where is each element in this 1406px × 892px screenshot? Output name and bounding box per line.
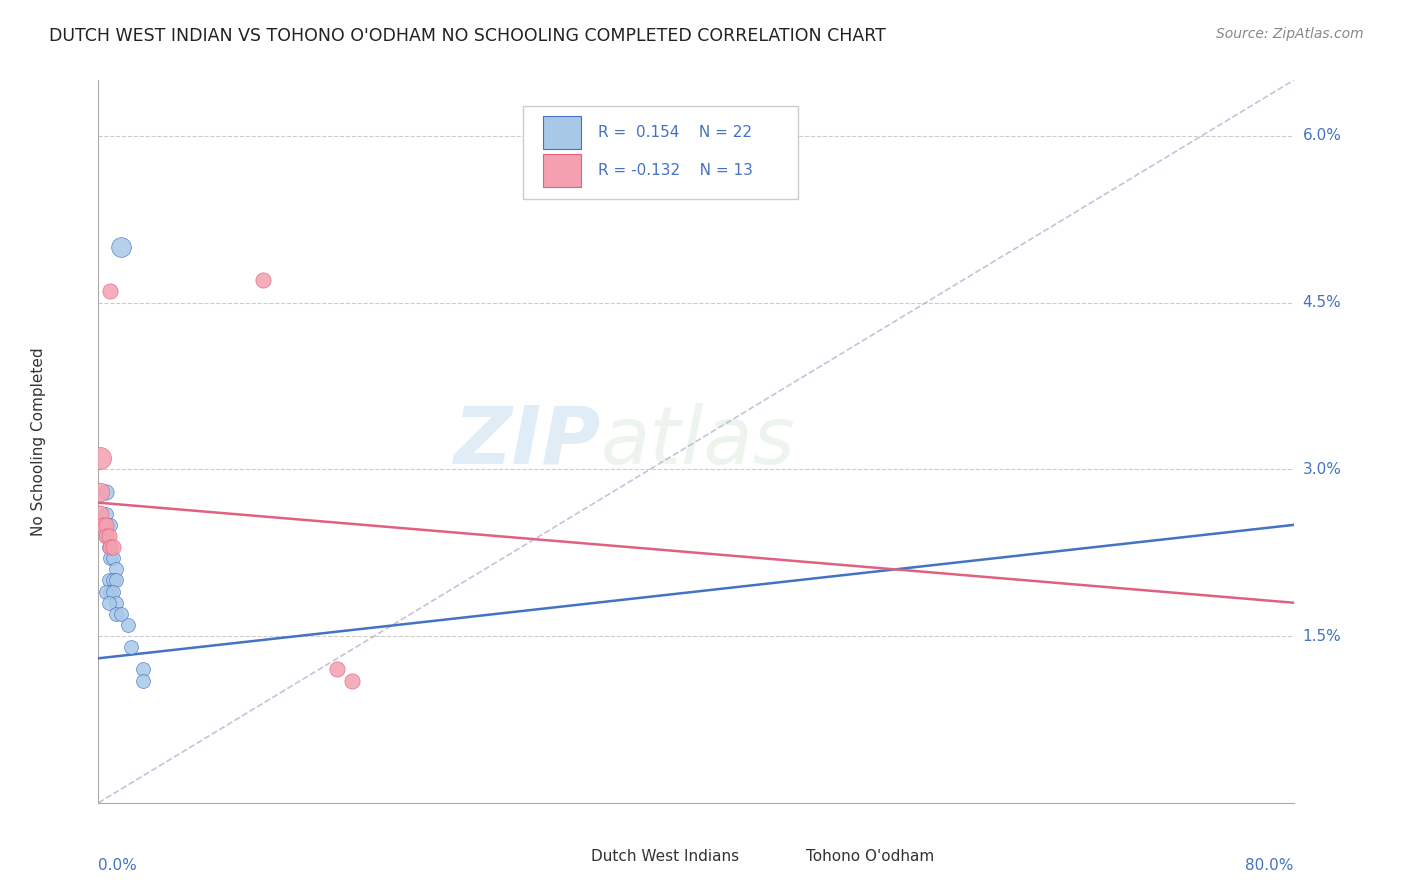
Point (97, 596, 120, 610)
Point (110, 240, 132, 254)
Point (326, 662, 349, 676)
Point (89, 507, 111, 521)
Point (91, 517, 114, 532)
Point (132, 673, 155, 688)
Point (103, 540, 125, 554)
Point (94, 507, 117, 521)
Text: atlas: atlas (600, 402, 796, 481)
Point (98, 551, 122, 566)
Point (132, 662, 155, 676)
Text: No Schooling Completed: No Schooling Completed (31, 347, 46, 536)
Point (105, 596, 128, 610)
Text: 3.0%: 3.0% (1302, 462, 1341, 477)
Text: R = -0.132    N = 13: R = -0.132 N = 13 (598, 163, 752, 178)
Point (94, 584, 117, 599)
Text: DUTCH WEST INDIAN VS TOHONO O'ODHAM NO SCHOOLING COMPLETED CORRELATION CHART: DUTCH WEST INDIAN VS TOHONO O'ODHAM NO S… (49, 27, 886, 45)
FancyBboxPatch shape (541, 844, 582, 870)
Point (94, 484, 117, 499)
Point (103, 584, 125, 599)
Point (98, 517, 122, 532)
FancyBboxPatch shape (523, 105, 797, 200)
Text: 1.5%: 1.5% (1302, 629, 1341, 643)
FancyBboxPatch shape (756, 844, 797, 870)
Point (94, 529, 117, 543)
Text: 80.0%: 80.0% (1246, 858, 1294, 873)
FancyBboxPatch shape (543, 154, 581, 186)
Point (98, 285, 122, 299)
Point (120, 640, 142, 655)
Point (97, 529, 120, 543)
Point (103, 574, 125, 588)
Text: ZIP: ZIP (453, 402, 600, 481)
Point (105, 607, 128, 621)
Point (89, 484, 111, 499)
Point (103, 551, 125, 566)
FancyBboxPatch shape (543, 116, 581, 149)
Text: 6.0%: 6.0% (1302, 128, 1341, 144)
Text: 0.0%: 0.0% (98, 858, 138, 873)
Point (97, 574, 120, 588)
Text: Dutch West Indians: Dutch West Indians (591, 849, 740, 864)
Text: R =  0.154    N = 22: R = 0.154 N = 22 (598, 125, 752, 140)
Point (98, 540, 122, 554)
Point (94, 529, 117, 543)
Point (110, 607, 132, 621)
Text: Source: ZipAtlas.com: Source: ZipAtlas.com (1216, 27, 1364, 41)
Point (105, 574, 128, 588)
Point (89, 451, 111, 466)
Point (342, 673, 364, 688)
Point (105, 562, 128, 576)
Point (117, 618, 139, 632)
Text: 4.5%: 4.5% (1302, 295, 1341, 310)
Point (98, 584, 122, 599)
Point (94, 517, 117, 532)
Point (252, 273, 274, 287)
Text: Tohono O'odham: Tohono O'odham (806, 849, 934, 864)
Point (97, 540, 120, 554)
